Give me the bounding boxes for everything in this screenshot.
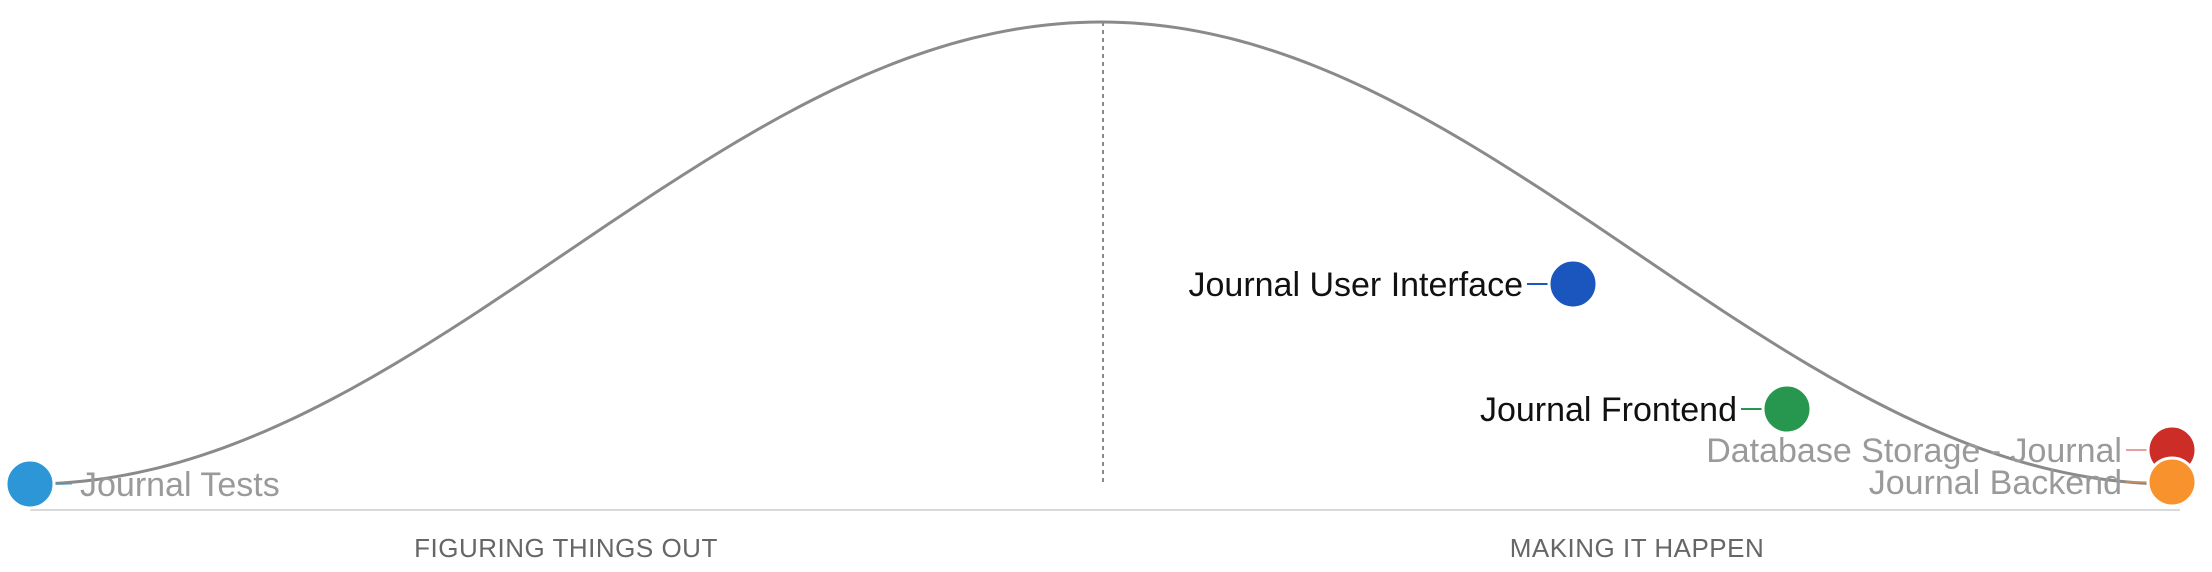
section-label-left: FIGURING THINGS OUT [414,533,718,563]
hill-item-label: Journal Frontend [1480,391,1737,429]
hill-item-label: Journal Tests [80,466,280,504]
hill-item-dot[interactable] [4,458,56,510]
hill-item-dot[interactable] [2146,456,2198,508]
hill-item-dot[interactable] [1761,383,1813,435]
hill-items: Journal Tests Journal User Interface Journ… [4,258,2198,510]
hill-item-journal-frontend[interactable]: Journal Frontend [1480,383,1813,435]
hill-item-label: Database Storage - Journal [1706,432,2122,470]
hill-item-journal-tests[interactable]: Journal Tests [4,458,280,510]
hill-item-dot[interactable] [1547,258,1599,310]
section-label-right: MAKING IT HAPPEN [1510,533,1765,563]
hill-curve [29,20,2173,486]
hill-item-label: Journal User Interface [1189,266,1524,304]
hill-item-label: Journal Backend [1869,464,2122,502]
hill-item-journal-backend[interactable]: Journal Backend [1869,456,2198,508]
hill-item-journal-user-interface[interactable]: Journal User Interface [1189,258,1599,310]
